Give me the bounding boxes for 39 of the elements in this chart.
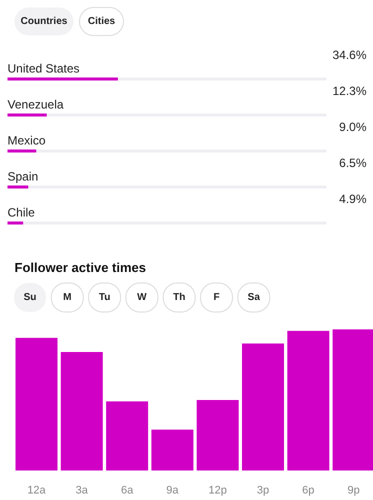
text: Sa: [248, 292, 260, 303]
bar: [242, 344, 284, 470]
x-tick-label: 9a: [166, 484, 180, 496]
x-tick-label: 6p: [302, 484, 314, 496]
bar: [8, 222, 24, 224]
category-label: Chile: [8, 206, 35, 220]
bar: [287, 330, 330, 470]
category-label: Mexico: [8, 134, 46, 148]
x-tick-label: 6a: [120, 484, 134, 496]
x-tick-label: 12a: [27, 484, 47, 496]
text: Cities: [88, 16, 116, 27]
bar: [60, 352, 103, 470]
bar: [8, 150, 36, 152]
text: M: [63, 292, 72, 303]
text: Tu: [98, 292, 110, 303]
text: F: [213, 292, 220, 303]
text: Th: [173, 292, 186, 303]
text: Countries: [20, 16, 68, 27]
category-label: Spain: [8, 170, 38, 184]
x-tick-label: 12p: [208, 484, 227, 496]
data-label: 6.5%: [339, 156, 367, 170]
chart-title: Follower active times: [14, 260, 146, 275]
bar: [8, 114, 47, 116]
data-label: 34.6%: [332, 48, 367, 62]
category-label: United States: [8, 62, 80, 76]
category-label: Venezuela: [8, 98, 64, 112]
x-tick-label: 3p: [256, 484, 270, 496]
data-label: 4.9%: [339, 192, 367, 206]
data-label: 9.0%: [339, 120, 367, 134]
x-tick-label: 3a: [76, 484, 89, 496]
bar: [106, 401, 148, 470]
bar: [151, 430, 194, 470]
text: Su: [24, 292, 36, 303]
x-tick-label: 9p: [347, 484, 360, 496]
data-label: 12.3%: [332, 84, 367, 98]
text: W: [137, 292, 148, 303]
bar: [16, 338, 58, 470]
bar: [8, 186, 28, 188]
bar: [196, 400, 239, 470]
